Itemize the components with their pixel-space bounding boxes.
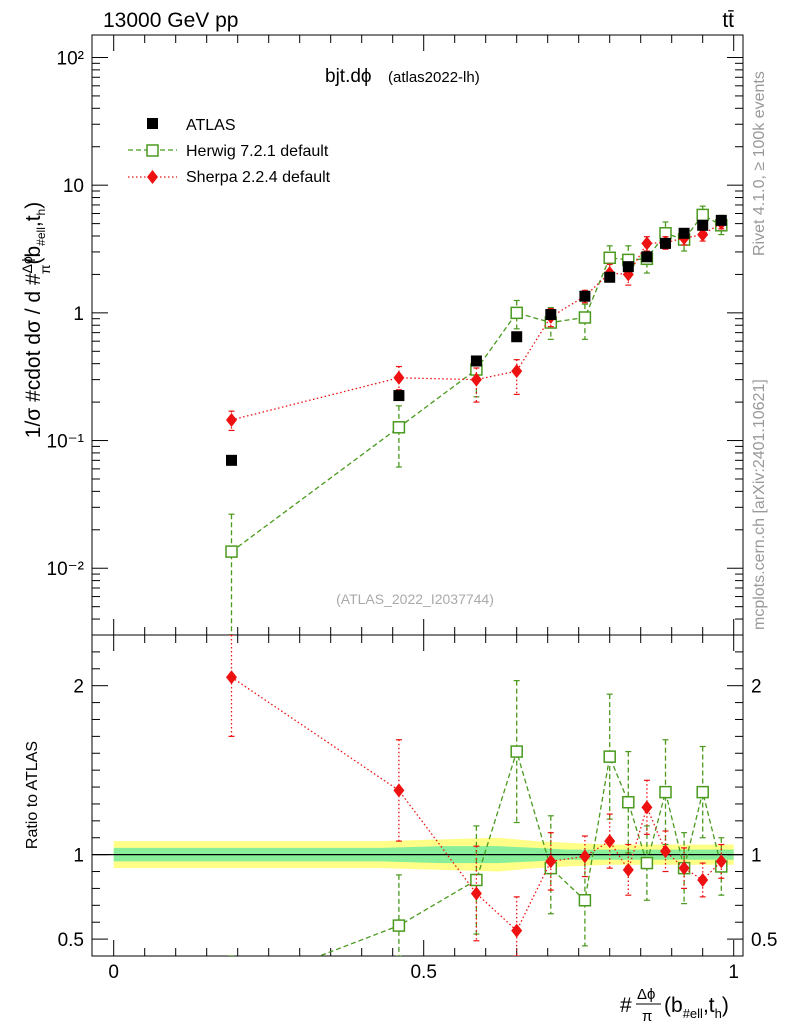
point-atlas	[579, 290, 591, 302]
chart-title: bjt.dϕ	[325, 66, 372, 87]
process-label: tt̄	[722, 9, 734, 32]
point-atlas	[622, 261, 634, 273]
ratio-tick-label: 1	[73, 846, 84, 867]
ratio-series-sherpa	[226, 635, 727, 956]
ratio-tick-label-right: 0.5	[751, 930, 777, 951]
ratio-point-sherpa	[604, 834, 616, 849]
ratio-ylabel: Ratio to ATLAS	[24, 741, 41, 849]
y-tick-label: 10⁻¹	[47, 432, 85, 453]
ratio-point-herwig	[603, 750, 616, 763]
mcplots-label: mcplots.cern.ch [arXiv:2401.10621]	[751, 379, 768, 630]
point-herwig	[392, 421, 406, 434]
point-herwig	[225, 545, 238, 558]
ratio-point-herwig	[622, 796, 635, 809]
x-axis-title: # Δϕ π (b#ell,th)	[620, 986, 729, 1025]
rivet-label: Rivet 4.1.0, ≥ 100k events	[751, 71, 768, 256]
ratio-point-sherpa	[715, 854, 727, 869]
point-sherpa	[470, 372, 482, 387]
ratio-frame	[91, 634, 744, 957]
ratio-point-herwig	[659, 785, 672, 799]
ratio-panel: 0.5 0.5 1 1 2 2 0 0.5 1 Ratio to ATLAS	[24, 634, 777, 983]
ratio-tick-label-right: 2	[751, 677, 762, 698]
legend-label-atlas: ATLAS	[186, 117, 236, 134]
y-tick-label: 10	[63, 176, 84, 197]
y-tick-label: 10²	[57, 48, 84, 69]
svg-text:#: #	[620, 994, 632, 1017]
point-atlas	[604, 271, 616, 283]
point-atlas	[660, 237, 671, 249]
ratio-point-sherpa	[641, 800, 653, 815]
x-tick-label: 1	[728, 962, 739, 983]
point-sherpa	[697, 227, 709, 242]
chart-title-tag: (atlas2022-lh)	[388, 69, 480, 86]
svg-text:π: π	[642, 1008, 652, 1024]
ratio-point-herwig	[640, 856, 654, 870]
ratio-series-herwig	[228, 680, 728, 956]
ratio-point-sherpa	[226, 670, 237, 685]
y-tick-label: 10⁻²	[47, 559, 85, 580]
point-atlas	[678, 227, 690, 239]
watermark: (ATLAS_2022_I2037744)	[336, 591, 494, 607]
ratio-point-herwig	[392, 919, 406, 932]
main-panel: 10⁻² 10⁻¹ 1 10 10² bjt.dϕ (atlas2022-lh) (AT…	[19, 34, 744, 636]
point-atlas	[545, 309, 557, 321]
ratio-point-herwig	[470, 873, 483, 887]
energy-label: 13000 GeV pp	[103, 9, 238, 32]
legend-marker-herwig	[146, 144, 159, 157]
ratio-tick-label: 2	[73, 677, 84, 698]
ratio-point-sherpa	[622, 862, 634, 877]
ratio-point-sherpa	[678, 861, 690, 876]
x-tick-label: 0	[108, 962, 119, 983]
ratio-point-sherpa	[545, 854, 557, 869]
point-herwig	[696, 208, 709, 222]
ratio-point-herwig	[510, 745, 523, 758]
ratio-point-sherpa	[470, 886, 482, 901]
main-ylabel: 1/σ #cdot dσ / d #Δϕ π(b#ell,th)	[19, 202, 53, 438]
point-atlas	[470, 355, 482, 367]
ratio-point-sherpa	[393, 783, 405, 798]
ratio-tick-label: 0.5	[58, 930, 84, 951]
point-sherpa	[511, 364, 523, 379]
ratio-point-sherpa	[511, 923, 523, 938]
point-atlas	[511, 331, 523, 343]
ratio-point-herwig	[578, 893, 592, 907]
point-atlas	[393, 390, 405, 402]
legend: ATLAS Herwig 7.2.1 default Sherpa 2.2.4 …	[128, 117, 331, 186]
point-sherpa	[641, 236, 653, 251]
point-atlas	[715, 214, 727, 226]
x-tick-label: 0.5	[410, 962, 436, 983]
point-atlas	[697, 219, 709, 231]
point-herwig	[603, 251, 616, 265]
svg-text:(b#ell,th): (b#ell,th)	[664, 994, 729, 1021]
ratio-point-sherpa	[660, 844, 671, 859]
svg-text:1/σ #cdot dσ / d #Δϕπ(b#ell,th: 1/σ #cdot dσ / d #Δϕ π(b#ell,th)	[19, 202, 53, 438]
point-atlas	[641, 251, 653, 263]
ratio-tick-label-right: 1	[751, 846, 762, 867]
point-sherpa	[226, 412, 237, 427]
point-atlas	[226, 454, 237, 466]
ratio-point-sherpa	[697, 872, 709, 887]
legend-label-sherpa: Sherpa 2.2.4 default	[186, 169, 331, 186]
legend-label-herwig: Herwig 7.2.1 default	[186, 143, 329, 160]
y-tick-label: 1	[73, 304, 84, 325]
ratio-point-sherpa	[579, 849, 591, 864]
point-herwig	[578, 311, 592, 324]
legend-marker-sherpa	[147, 170, 158, 184]
point-sherpa	[393, 370, 405, 385]
legend-marker-atlas	[147, 118, 158, 129]
point-herwig	[510, 306, 523, 320]
ratio-point-herwig	[696, 785, 709, 799]
svg-text:Δϕ: Δϕ	[637, 986, 655, 1003]
